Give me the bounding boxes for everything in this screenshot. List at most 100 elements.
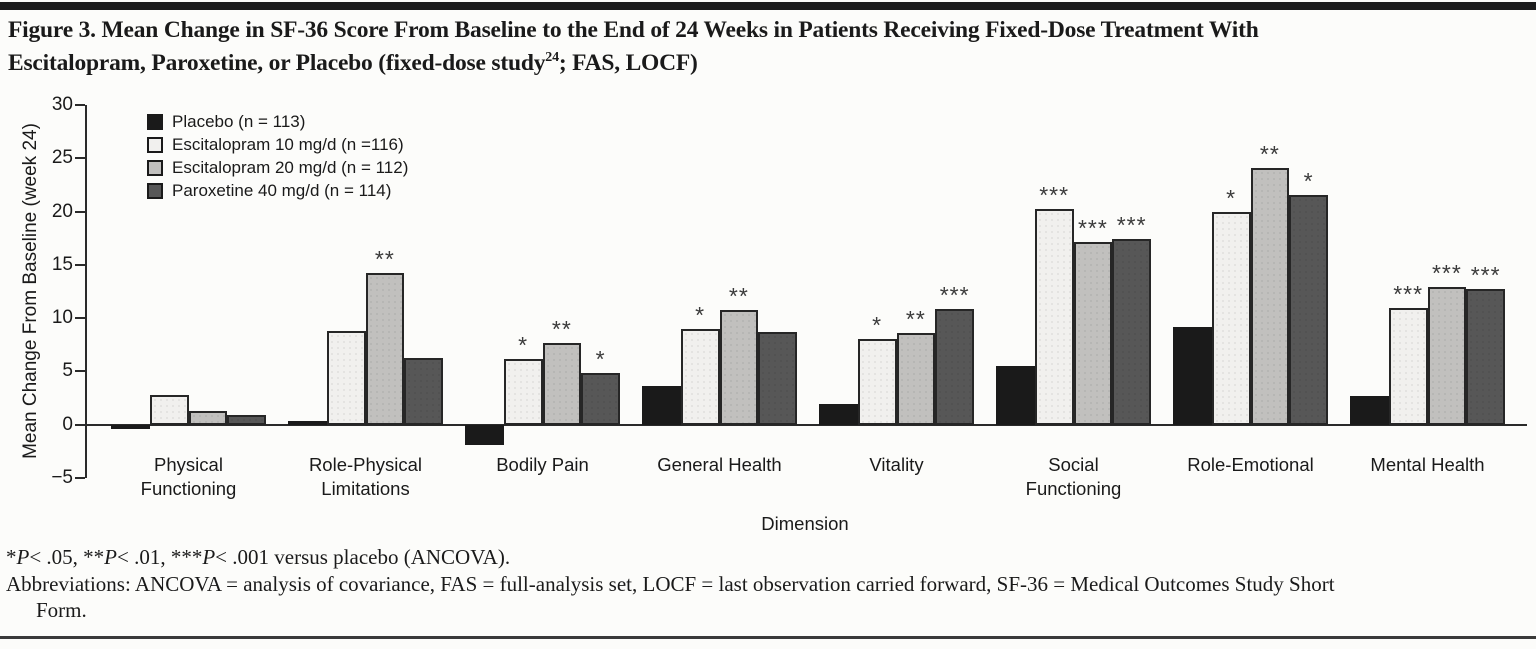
figure-title: Figure 3. Mean Change in SF-36 Score Fro… (8, 16, 1532, 77)
y-tick-mark (75, 210, 85, 213)
bar (680, 328, 720, 425)
category-label: General Health (657, 454, 782, 475)
significance-stars: * (1226, 184, 1237, 211)
bar (404, 357, 443, 425)
legend-item-paroxetine-40: Paroxetine 40 mg/d (n = 114) (147, 179, 408, 202)
y-tick-label: 0 (62, 413, 73, 435)
bar (1466, 289, 1505, 425)
bar (288, 420, 327, 425)
significance-stars: * (695, 301, 706, 328)
bar (581, 372, 620, 425)
category-label: Physical Functioning (140, 454, 237, 499)
y-tick-label: 30 (51, 94, 73, 115)
y-tick-mark (75, 104, 85, 106)
bar (365, 273, 405, 425)
legend-item-placebo: Placebo (n = 113) (147, 110, 408, 133)
bar (1388, 307, 1428, 425)
bar (188, 410, 228, 425)
significance-stars: *** (1431, 260, 1462, 287)
bar (1034, 209, 1074, 425)
significance-stars: *** (1116, 212, 1147, 239)
bar (857, 339, 897, 425)
legend-swatch-placebo (147, 113, 163, 130)
bar (1289, 194, 1328, 425)
bar (1250, 167, 1290, 425)
significance-stars: * (595, 345, 606, 372)
legend-swatch-paroxetine-40 (147, 182, 163, 199)
significance-stars: *** (1470, 262, 1501, 289)
citation-superscript: 24 (545, 50, 559, 65)
y-tick-mark (75, 317, 85, 320)
significance-footnote: *P< .05, **P< .01, ***P< .001 versus pla… (6, 545, 511, 569)
footnotes: *P< .05, **P< .01, ***P< .001 versus pla… (6, 544, 1530, 624)
significance-stars: ** (905, 306, 926, 333)
category-label: Role-Physical Limitations (308, 454, 423, 499)
y-tick-mark (75, 263, 85, 266)
legend-swatch-escitalopram-10 (147, 136, 163, 153)
plot-area: Placebo (n = 113) Escitalopram 10 mg/d (… (51, 95, 1527, 534)
significance-stars: ** (374, 246, 395, 273)
legend-label: Escitalopram 20 mg/d (n = 112) (172, 157, 409, 177)
legend-label: Escitalopram 10 mg/d (n =116) (172, 134, 404, 154)
bar (1173, 326, 1212, 425)
legend: Placebo (n = 113) Escitalopram 10 mg/d (… (147, 110, 408, 202)
legend-label: Placebo (n = 113) (172, 111, 306, 131)
x-axis-title: Dimension (761, 513, 849, 534)
bar (642, 386, 681, 425)
category-label: Social Functioning (1025, 454, 1122, 499)
y-tick-label: 5 (62, 360, 73, 382)
bar (896, 333, 936, 425)
bar (719, 309, 759, 425)
significance-stars: ** (1259, 140, 1280, 167)
abbreviations-footnote: Abbreviations: ANCOVA = analysis of cova… (6, 571, 1335, 623)
category-label: Bodily Pain (496, 454, 589, 475)
bar (149, 394, 189, 425)
significance-stars: *** (1077, 215, 1108, 242)
bottom-rule (0, 636, 1536, 639)
x-axis-baseline (85, 423, 1527, 426)
significance-stars: * (1303, 167, 1314, 194)
significance-stars: *** (1393, 280, 1424, 307)
y-tick-label: 15 (51, 253, 73, 275)
significance-stars: *** (1039, 182, 1070, 209)
y-tick-label: 20 (51, 200, 73, 222)
significance-stars: ** (728, 282, 749, 309)
bar (1211, 211, 1251, 425)
bar (227, 415, 266, 425)
legend-swatch-escitalopram-20 (147, 159, 163, 176)
bar (503, 358, 543, 425)
bar (996, 366, 1035, 425)
y-tick-label: −5 (51, 467, 73, 488)
y-axis-title: Mean Change From Baseline (week 24) (20, 123, 41, 459)
y-axis-line (85, 105, 87, 478)
bar (465, 424, 504, 445)
bar (935, 308, 974, 425)
significance-stars: * (872, 312, 883, 339)
bar (819, 404, 858, 425)
y-tick-label: 25 (51, 147, 73, 169)
y-tick-label: 10 (51, 307, 73, 329)
bar (326, 330, 366, 425)
figure-title-line1: Figure 3. Mean Change in SF-36 Score Fro… (8, 17, 1259, 43)
bar (542, 342, 582, 425)
bar (111, 424, 150, 429)
category-label: Vitality (869, 454, 924, 475)
figure-title-line2: Escitalopram, Paroxetine, or Placebo (fi… (8, 49, 698, 76)
y-tick-mark (75, 477, 85, 479)
significance-stars: ** (551, 315, 572, 342)
legend-item-escitalopram-10: Escitalopram 10 mg/d (n =116) (147, 133, 408, 156)
bar (1073, 242, 1113, 425)
significance-stars: * (518, 331, 529, 358)
category-label: Mental Health (1370, 454, 1485, 475)
y-tick-mark (75, 370, 85, 373)
significance-stars: *** (939, 281, 970, 308)
bar (1350, 395, 1389, 425)
legend-item-escitalopram-20: Escitalopram 20 mg/d (n = 112) (147, 156, 408, 179)
y-tick-mark (75, 423, 85, 426)
legend-label: Paroxetine 40 mg/d (n = 114) (172, 180, 392, 200)
bar (1427, 287, 1467, 425)
y-tick-mark (75, 157, 85, 160)
bar (1112, 239, 1151, 425)
top-rule (0, 2, 1536, 10)
